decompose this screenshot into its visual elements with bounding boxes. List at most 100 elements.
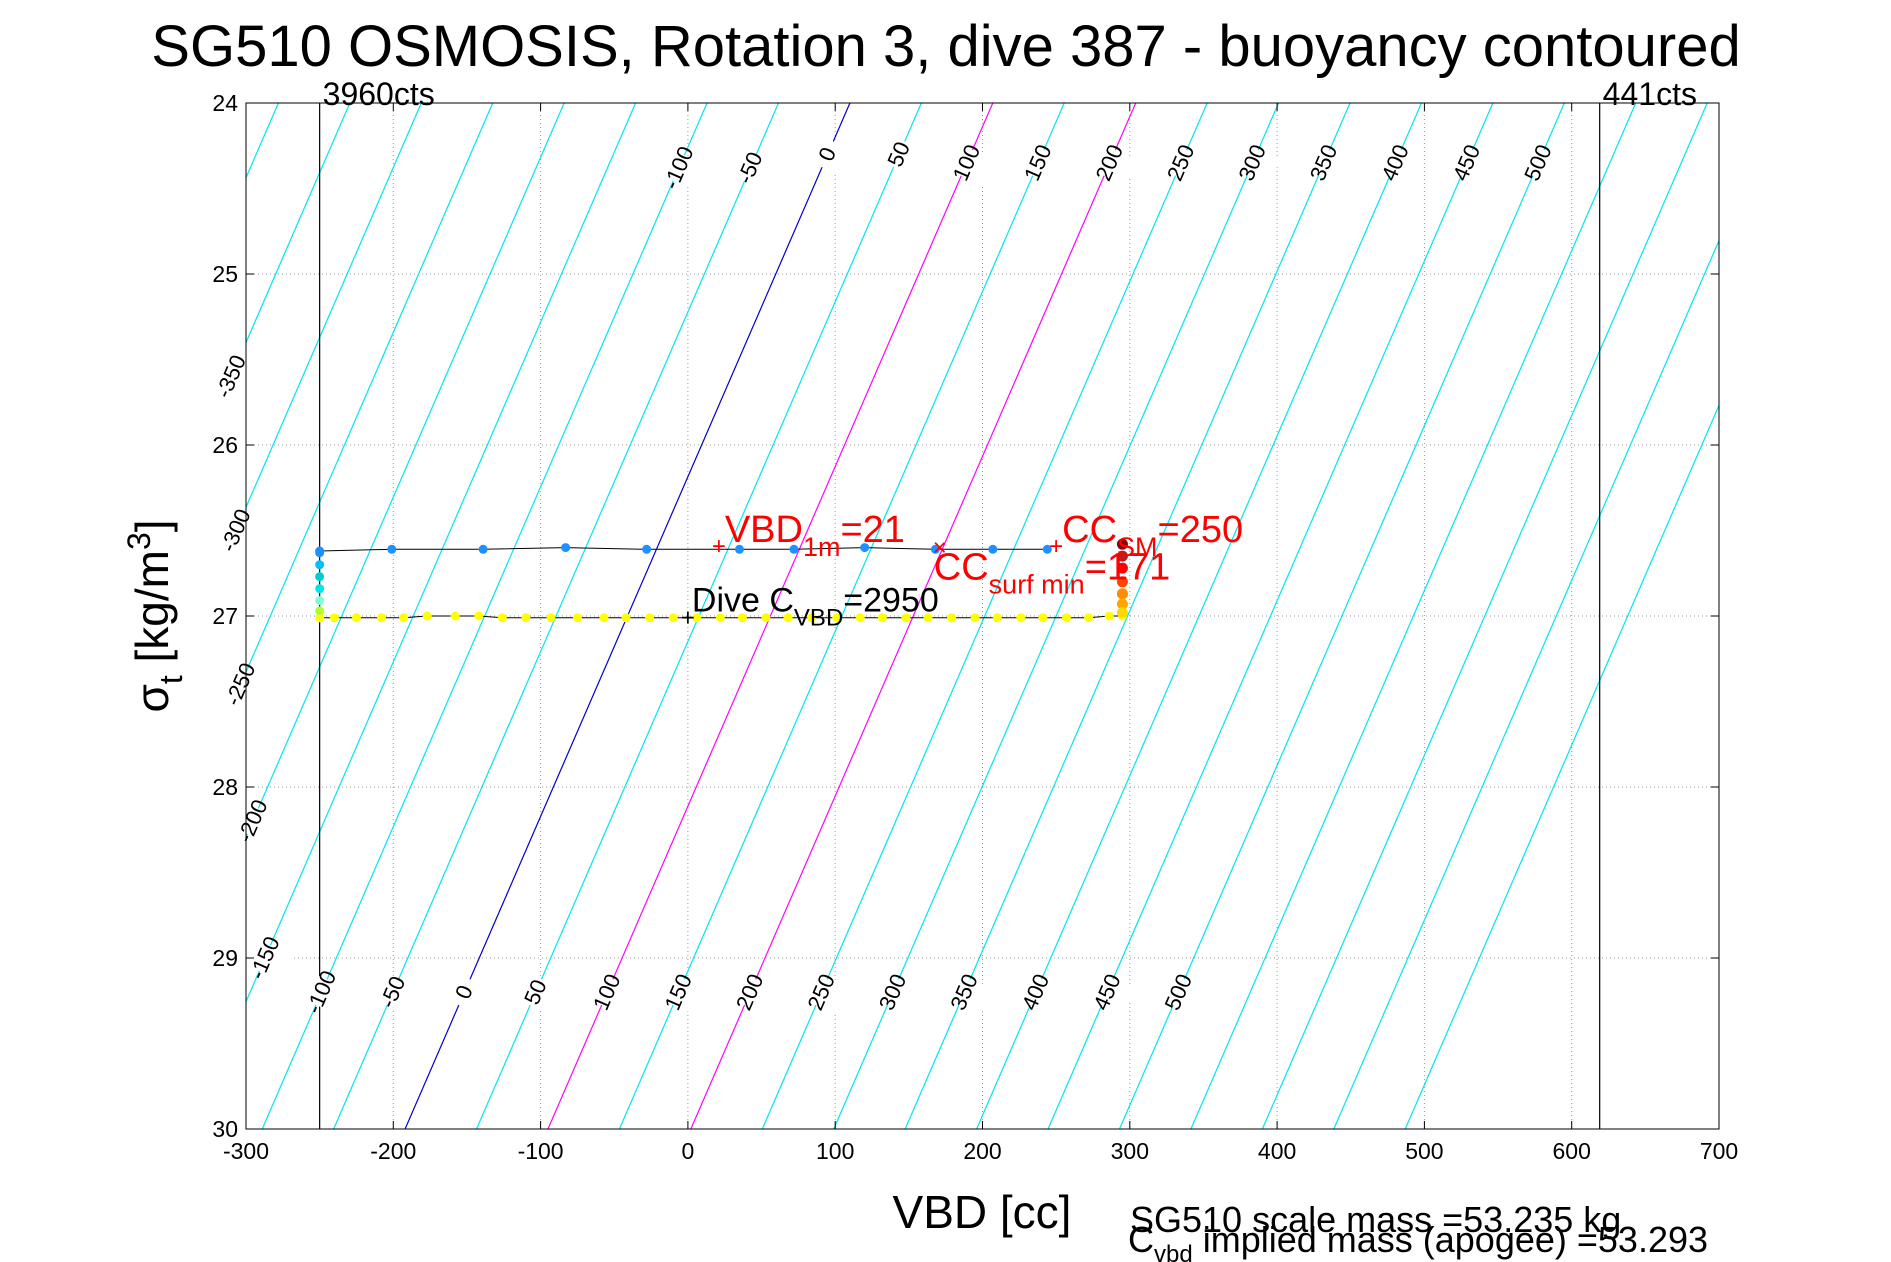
contour-label-bg (1151, 969, 1207, 1015)
lower-leg-point (715, 613, 725, 623)
annotation-label: VBD1m=21 (725, 509, 905, 562)
lower-leg-point (399, 613, 409, 623)
annotation-sub: surf min (989, 570, 1085, 600)
lower-leg-point (832, 613, 842, 623)
lower-leg-point (521, 613, 531, 623)
lower-leg-point (497, 613, 507, 623)
contour-label-bg (1010, 140, 1066, 186)
annotation-tail: =250 (1158, 509, 1244, 551)
annotation-text: VBD (725, 509, 803, 551)
upper-leg-point (860, 543, 870, 553)
contour-label-bg (1225, 140, 1281, 186)
x-tick-label: 600 (1553, 1138, 1591, 1164)
annotation-label: CCsurf min=171 (934, 547, 1171, 600)
y-tick-label: 26 (212, 432, 238, 458)
surface-column-point (1116, 588, 1128, 600)
annotation-marker: + (681, 605, 695, 632)
surface-column-point (1116, 607, 1128, 619)
contour-label-bg (1079, 969, 1135, 1015)
upper-leg-point (642, 544, 652, 554)
chart-title: SG510 OSMOSIS, Rotation 3, dive 387 - bu… (151, 14, 1740, 79)
contour-line-450 (1047, 103, 1494, 1129)
annotation-tail: =21 (840, 509, 904, 551)
x-tick-label: -300 (223, 1138, 269, 1164)
contour-label-bg (1439, 140, 1495, 186)
x-axis-ticks: -300 -200 -100 0 100 200 300 400 500 600 700 (223, 103, 1738, 1164)
contour-line-550 (1190, 103, 1637, 1129)
annotation-label: Dive CVBD=2950 (692, 582, 939, 632)
contour-line-100 (547, 103, 994, 1129)
upper-leg-point (930, 544, 940, 554)
lower-leg-point (599, 613, 609, 623)
left-column-point (315, 584, 325, 594)
annotation-tail: =2950 (843, 582, 939, 620)
y-tick-label: 28 (212, 774, 238, 800)
contour-label-bg (508, 969, 564, 1015)
surface-column-point (1116, 538, 1128, 550)
footer-c-sub: vbd (1154, 1241, 1193, 1262)
footer-c: C (1128, 1219, 1154, 1260)
contour-line-350 (904, 103, 1351, 1129)
contour-label-bg (722, 969, 778, 1015)
lower-leg-point (692, 613, 702, 623)
contour-label-bg (579, 969, 635, 1015)
x-tick-label: 400 (1258, 1138, 1296, 1164)
contour-label-bg (939, 140, 995, 186)
lower-leg-point (572, 613, 582, 623)
annotation-tail: =171 (1085, 547, 1171, 589)
y-tick-label: 24 (212, 90, 238, 116)
contour-line--350 (246, 103, 351, 345)
lower-leg-point (474, 611, 484, 621)
x-axis-label: VBD [cc] (893, 1186, 1072, 1238)
lower-leg-point (329, 613, 339, 623)
surface-column-point (1116, 562, 1128, 574)
contour-label-bg (1153, 140, 1209, 186)
left-column-point (315, 572, 325, 582)
y-axis-ticks: 24 25 26 27 28 29 30 (212, 90, 1719, 1142)
annotations: +VBD1m=21 +CCSM=250×CCsurf min=171+Dive C… (681, 509, 1243, 632)
x-tick-label: -100 (518, 1138, 564, 1164)
lower-leg-point (947, 613, 957, 623)
y-label-sub: t (153, 675, 189, 684)
contour-line--250 (246, 103, 494, 674)
footer-implied-mass: Cvbd implied mass (apogee) =53.293 (1128, 1219, 1708, 1262)
contour-label-bg (1510, 140, 1566, 186)
contour-line-500 (1118, 103, 1565, 1129)
vbd-limit-label: 3960cts (323, 76, 435, 112)
contour-label-bg (651, 145, 707, 191)
contour-line-650 (1333, 239, 1719, 1129)
left-column-point (315, 596, 325, 606)
contour-label-bg (213, 662, 269, 707)
upper-leg-point (478, 544, 488, 554)
lower-leg-point (855, 613, 865, 623)
y-tick-label: 30 (212, 1116, 238, 1142)
lower-leg-point (1038, 613, 1048, 623)
y-axis-label: σt [kg/m3] (121, 519, 189, 712)
annotation-sub: SM (1117, 532, 1158, 562)
contour-label-bg (208, 508, 264, 553)
x-tick-label: 300 (1111, 1138, 1149, 1164)
y-label-units: [kg/m (126, 550, 178, 675)
annotation-marker: + (1049, 533, 1063, 560)
footer-scale-mass: SG510 scale mass =53.235 kg (1130, 1199, 1621, 1240)
contour-line-400 (976, 103, 1423, 1129)
lower-leg-point (1061, 613, 1071, 623)
annotation-marker: + (712, 533, 726, 560)
x-tick-label: 500 (1405, 1138, 1443, 1164)
left-column-point (315, 560, 325, 570)
contour-label-bg (293, 969, 350, 1015)
lower-leg-point (761, 613, 771, 623)
lower-leg-point (1016, 613, 1026, 623)
left-column-point (315, 548, 325, 558)
surface-column-point (1116, 550, 1128, 562)
left-column-point (315, 606, 325, 616)
vbd-limit-label: 441cts (1603, 76, 1697, 112)
annotation-text: Dive C (692, 582, 794, 620)
lower-leg-point (422, 611, 432, 621)
annotation-sub: VBD (794, 605, 843, 632)
annotation-marker: × (933, 535, 947, 562)
upper-leg-point (387, 544, 397, 554)
contour-line-200 (690, 103, 1137, 1129)
surface-column-point (1116, 576, 1128, 588)
